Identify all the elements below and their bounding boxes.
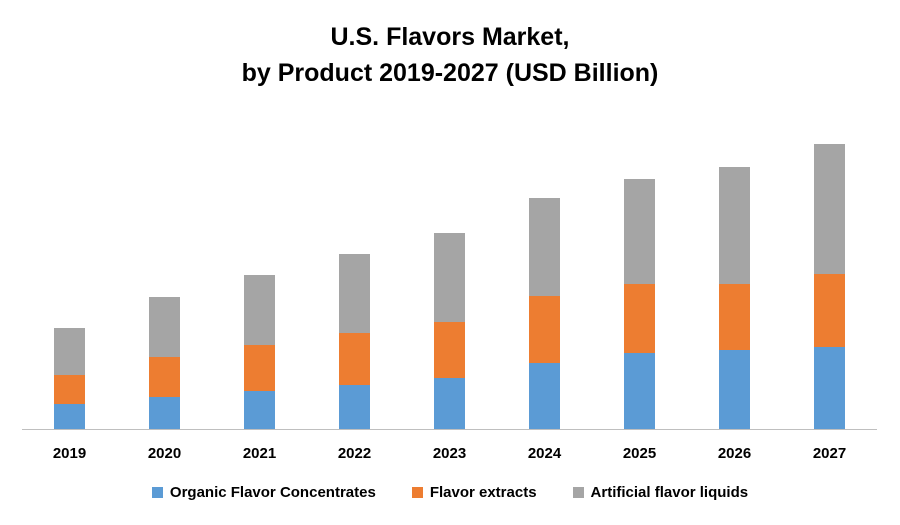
x-tick-label-2026: 2026	[718, 445, 751, 462]
bar-segment-flavor-extracts-2023	[434, 322, 465, 378]
chart-title-line-1: U.S. Flavors Market,	[330, 23, 570, 51]
x-tick-label-2021: 2021	[243, 445, 276, 462]
bar-segment-flavor-extracts-2019	[54, 375, 85, 404]
bar-segment-flavor-extracts-2027	[814, 274, 845, 347]
bar-segment-flavor-extracts-2025	[624, 284, 655, 353]
bar-segment-organic-flavor-concentrates-2026	[719, 350, 750, 429]
bar-segment-artificial-flavor-liquids-2024	[529, 198, 560, 296]
x-tick-label-2027: 2027	[813, 445, 846, 462]
bar-segment-artificial-flavor-liquids-2023	[434, 233, 465, 322]
x-tick-label-2024: 2024	[528, 445, 562, 462]
bar-segment-organic-flavor-concentrates-2023	[434, 378, 465, 429]
bar-segment-flavor-extracts-2020	[149, 357, 180, 397]
legend-swatch-flavor-extracts	[411, 487, 423, 498]
chart-title-line-2: by Product 2019-2027 (USD Billion)	[241, 59, 659, 87]
x-tick-label-2022: 2022	[338, 445, 371, 462]
bar-segment-artificial-flavor-liquids-2022	[339, 254, 370, 333]
bar-segment-organic-flavor-concentrates-2022	[339, 385, 370, 429]
bar-segment-artificial-flavor-liquids-2020	[149, 297, 180, 357]
bar-segment-artificial-flavor-liquids-2025	[624, 179, 655, 284]
bar-segment-flavor-extracts-2024	[529, 296, 560, 363]
bar-segment-artificial-flavor-liquids-2026	[719, 167, 750, 284]
bar-segment-artificial-flavor-liquids-2019	[54, 328, 85, 375]
bar-segment-flavor-extracts-2021	[244, 345, 275, 391]
bar-segment-organic-flavor-concentrates-2025	[624, 353, 655, 429]
x-tick-label-2025: 2025	[623, 445, 656, 462]
bar-segment-flavor-extracts-2026	[719, 284, 750, 350]
legend-swatch-organic-flavor-concentrates	[151, 487, 163, 498]
bar-segment-organic-flavor-concentrates-2024	[529, 363, 560, 429]
legend-item-organic-flavor-concentrates: Organic Flavor Concentrates	[151, 484, 376, 501]
legend-swatch-artificial-flavor-liquids	[572, 487, 584, 498]
legend-item-artificial-flavor-liquids: Artificial flavor liquids	[572, 484, 749, 501]
legend-item-flavor-extracts: Flavor extracts	[411, 484, 537, 501]
bar-segment-flavor-extracts-2022	[339, 333, 370, 385]
legend: Organic Flavor Concentrates Flavor extra…	[0, 484, 900, 501]
legend-label-flavor-extracts: Flavor extracts	[429, 484, 537, 501]
x-tick-label-2020: 2020	[148, 445, 181, 462]
legend-label-artificial-flavor-liquids: Artificial flavor liquids	[590, 484, 749, 501]
bar-segment-artificial-flavor-liquids-2027	[814, 144, 845, 274]
x-tick-label-2023: 2023	[433, 445, 466, 462]
legend-label-organic-flavor-concentrates: Organic Flavor Concentrates	[169, 484, 376, 501]
bar-segment-organic-flavor-concentrates-2019	[54, 404, 85, 429]
bar-segment-artificial-flavor-liquids-2021	[244, 275, 275, 345]
bar-segment-organic-flavor-concentrates-2021	[244, 391, 275, 429]
bar-segment-organic-flavor-concentrates-2027	[814, 347, 845, 429]
x-tick-label-2019: 2019	[53, 445, 86, 462]
bar-segment-organic-flavor-concentrates-2020	[149, 397, 180, 429]
